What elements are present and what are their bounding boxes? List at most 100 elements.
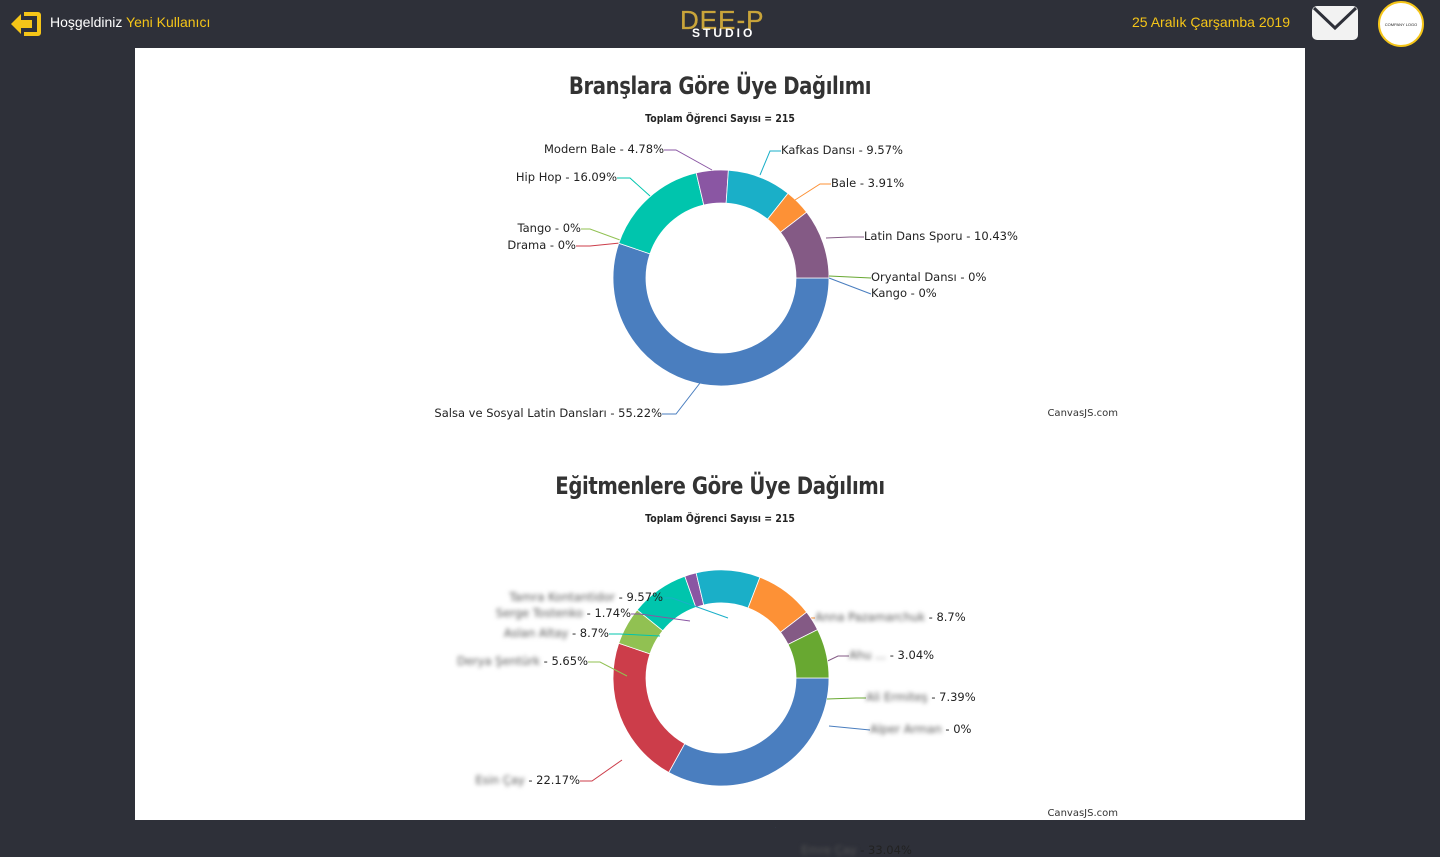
slice-label-value: - 0% [941, 722, 972, 736]
donut-chart [580, 569, 871, 828]
slice-label-value: - 0% [546, 238, 576, 252]
slice-label-value: - 33.04% [856, 843, 912, 857]
slice-label-value: - 55.22% [606, 406, 662, 420]
slice-label-value: - 7.39% [927, 690, 976, 704]
pie-slice[interactable] [618, 172, 705, 255]
canvasjs-credit[interactable]: CanvasJS.com [1047, 808, 1118, 819]
leader-line [825, 236, 864, 239]
slice-label-name: Ali Ermiteş [866, 690, 928, 704]
chart-title: Eğitmenlere Göre Üye Dağılımı [555, 472, 885, 500]
slice-label-name: Esin Çay [475, 773, 525, 787]
leader-line [759, 150, 781, 176]
slice-label-value: - 0% [551, 221, 581, 235]
leader-line [617, 177, 651, 197]
slice-label-value: - 22.17% [524, 773, 580, 787]
pie-slice[interactable] [668, 677, 830, 787]
leader-line [794, 183, 831, 201]
logo-text: DEE-P [680, 5, 765, 35]
leader-line [631, 613, 691, 622]
slice-label-value: - 0% [956, 270, 987, 284]
branch-distribution-chart: Branşlara Göre Üye Dağılımı Toplam Öğren… [135, 48, 1305, 428]
slice-label: Derya Şentürk - 5.65% [457, 655, 588, 668]
slice-label-value: - 9.57% [854, 143, 903, 157]
leader-line [828, 725, 871, 731]
slice-label: Ahu ... - 3.04% [849, 649, 934, 662]
slice-label: Tango - 0% [517, 222, 581, 235]
slice-label: Oryantal Dansı - 0% [871, 271, 986, 284]
chart-subtitle: Toplam Öğrenci Sayısı = 215 [645, 512, 795, 525]
company-logo-text: COMPANY LOGO [1384, 21, 1418, 27]
slice-label-value: - 10.43% [962, 229, 1018, 243]
slice-label: Aslan Altay - 8.7% [504, 627, 609, 640]
slice-label-value: - 5.65% [540, 654, 588, 668]
slice-label: Alper Arman - 0% [870, 723, 971, 736]
leader-line [609, 633, 661, 637]
mail-icon[interactable] [1312, 6, 1358, 40]
leader-line [828, 277, 872, 295]
logout-icon[interactable] [10, 10, 42, 38]
slice-label: Modern Bale - 4.78% [544, 143, 664, 156]
slice-label-value: - 3.04% [886, 648, 935, 662]
leader-line [826, 697, 866, 700]
slice-label-value: - 16.09% [561, 170, 617, 184]
leader-line [662, 382, 701, 415]
logo-subtext: STUDIO [692, 26, 756, 40]
slice-label: Salsa ve Sosyal Latin Dansları - 55.22% [434, 407, 662, 420]
slice-label: Tamra Kontantidor - 9.57% [509, 591, 663, 604]
slice-label: Esin Çay - 22.17% [475, 774, 580, 787]
slice-label: Emre Çay - 33.04% [801, 844, 912, 857]
company-logo[interactable]: COMPANY LOGO [1378, 1, 1424, 47]
slice-label-name: Emre Çay [801, 843, 857, 857]
donut-chart [576, 149, 872, 415]
slice-label-name: Latin Dans Sporu [864, 229, 963, 243]
slice-label: Bale - 3.91% [831, 177, 904, 190]
leader-line [581, 228, 621, 241]
canvasjs-credit[interactable]: CanvasJS.com [1047, 408, 1118, 419]
chart-title: Branşlara Göre Üye Dağılımı [568, 72, 872, 100]
slice-label-value: - 1.74% [583, 606, 631, 620]
pie-slice[interactable] [612, 642, 686, 774]
slice-label-name: Kango [871, 286, 908, 300]
current-date: 25 Aralık Çarşamba 2019 [1132, 14, 1290, 30]
user-name[interactable]: Yeni Kullanıcı [126, 14, 211, 30]
slice-label-value: - 3.91% [856, 176, 905, 190]
slice-label: Hip Hop - 16.09% [516, 171, 617, 184]
instructor-distribution-chart: Eğitmenlere Göre Üye Dağılımı Toplam Öğr… [135, 448, 1305, 857]
slice-label-name: Modern Bale [543, 142, 616, 156]
slice-label-value: - 0% [907, 286, 937, 300]
top-bar: Hoşgeldiniz Yeni Kullanıcı DEE-P STUDIO … [0, 0, 1440, 47]
slice-label-value: - 8.7% [568, 626, 609, 640]
slice-label: Kafkas Dansı - 9.57% [781, 144, 903, 157]
pie-slice[interactable] [787, 629, 830, 679]
slice-label: Latin Dans Sporu - 10.43% [864, 230, 1018, 243]
studio-logo[interactable]: DEE-P STUDIO [680, 6, 770, 42]
slice-label-name: Anna Pazamarchuk [815, 610, 925, 624]
slice-label-value: - 8.7% [924, 610, 966, 624]
slice-label-name: Bale [831, 176, 857, 190]
leader-line [664, 149, 713, 171]
slice-label-name: Drama [507, 238, 547, 252]
leader-line [588, 661, 628, 677]
leader-line [828, 275, 872, 279]
slice-label-name: Ahu ... [849, 648, 887, 662]
slice-label: Anna Pazamarchuk - 8.7% [815, 611, 966, 624]
slice-label: Ali Ermiteş - 7.39% [866, 691, 976, 704]
welcome-label: Hoşgeldiniz [50, 14, 123, 30]
slice-label-name: Serge Tostenko [495, 606, 583, 620]
slice-label-name: Oryantal Dansı [871, 270, 957, 284]
chart-subtitle: Toplam Öğrenci Sayısı = 215 [645, 112, 795, 125]
slice-label: Kango - 0% [871, 287, 937, 300]
pie-slice[interactable] [612, 242, 830, 387]
slice-label-value: - 4.78% [616, 142, 664, 156]
slice-label-name: Hip Hop [515, 170, 562, 184]
slice-label-name: Aslan Altay [503, 626, 569, 640]
slice-label-value: - 9.57% [615, 590, 663, 604]
leader-line [663, 597, 729, 619]
slice-label: Drama - 0% [507, 239, 576, 252]
leader-line [580, 759, 623, 782]
slice-label: Serge Tostenko - 1.74% [496, 607, 631, 620]
slice-label-name: Alper Arman [870, 722, 942, 736]
slice-label-name: Derya Şentürk [456, 654, 540, 668]
slice-label-name: Salsa ve Sosyal Latin Dansları [434, 406, 607, 420]
welcome-text: Hoşgeldiniz Yeni Kullanıcı [50, 14, 210, 30]
